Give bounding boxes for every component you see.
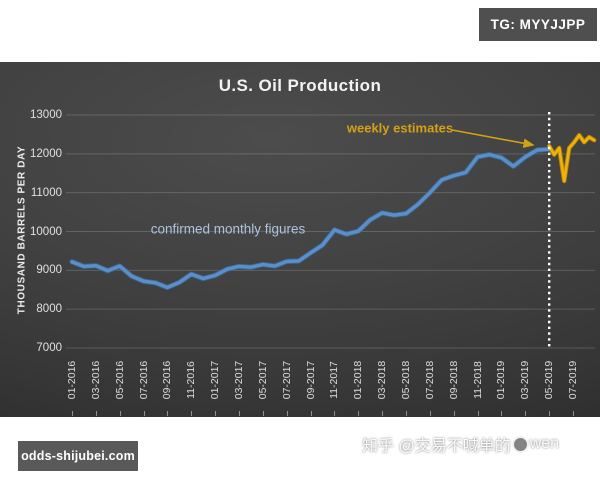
y-tick-label: 9000: [36, 264, 62, 277]
x-tick-label: 01-2016: [66, 360, 78, 400]
x-axis-tick: [262, 411, 264, 416]
site-badge: odds-shijubei.com: [18, 441, 138, 471]
zhihu-watermark-text: 知乎 @交易不喊单的: [362, 438, 511, 455]
x-axis-tick: [191, 411, 193, 416]
x-tick-label: 05-2016: [113, 360, 126, 400]
x-axis-tick: [406, 411, 408, 416]
x-tick-label: 03-2018: [376, 360, 389, 400]
x-tick-label: 07-2017: [280, 360, 293, 400]
x-tick-label: 09-2018: [447, 360, 460, 400]
x-tick-label: 03-2017: [233, 360, 246, 400]
x-tick-label: 01-2018: [352, 360, 365, 400]
x-axis-tick: [477, 411, 479, 416]
telegram-badge: TG: MYYJJPP: [479, 8, 597, 41]
zhihu-avatar-icon: [511, 435, 529, 453]
x-axis-tick: [72, 411, 73, 416]
x-tick-label: 03-2019: [519, 360, 532, 400]
x-axis-tick: [119, 411, 121, 416]
y-tick-label: 7000: [36, 342, 62, 354]
zhihu-watermark: 知乎 @交易不喊单的 wen: [362, 432, 559, 456]
x-axis-tick: [573, 411, 575, 416]
x-tick-label: 11-2018: [471, 361, 484, 399]
x-tick-label: 09-2016: [161, 360, 174, 400]
x-tick-label: 11-2017: [328, 361, 341, 399]
x-tick-label: 05-2019: [543, 360, 556, 400]
x-axis-tick: [501, 411, 503, 416]
oil-production-chart: U.S. Oil Production THOUSAND BARRELS PER…: [0, 62, 600, 455]
y-tick-label: 8000: [36, 303, 62, 316]
x-axis-tick: [525, 411, 527, 416]
x-axis-tick: [239, 411, 241, 416]
y-tick-label: 10000: [30, 225, 62, 238]
x-axis-tick: [429, 411, 431, 416]
x-axis-tick: [382, 411, 384, 416]
x-axis-tick: [286, 411, 288, 416]
x-axis-tick: [358, 411, 360, 416]
x-axis-tick: [143, 411, 145, 416]
x-axis-tick: [95, 411, 97, 416]
x-axis-tick: [310, 411, 312, 416]
y-tick-label: 12000: [30, 147, 62, 160]
x-tick-label: 07-2016: [137, 360, 150, 400]
x-axis-tick: [167, 411, 169, 416]
zhihu-watermark-suffix: wen: [529, 435, 560, 452]
x-tick-label: 11-2016: [185, 361, 198, 399]
x-tick-label: 05-2017: [256, 360, 269, 400]
x-tick-label: 01-2019: [495, 360, 508, 400]
weekly-estimates-label: weekly estimates: [346, 120, 454, 136]
y-tick-label: 11000: [30, 186, 62, 199]
plot-svg: [66, 112, 597, 349]
x-tick-label: 05-2018: [400, 360, 413, 400]
x-tick-label: 03-2016: [89, 360, 102, 400]
x-axis-tick: [453, 411, 455, 416]
x-axis-tick: [334, 411, 336, 416]
x-tick-label: 07-2018: [423, 360, 436, 400]
x-axis-tick: [549, 411, 551, 416]
confirmed-monthly-label: confirmed monthly figures: [150, 221, 306, 237]
x-tick-label: 09-2017: [304, 360, 317, 400]
x-axis-tick: [215, 411, 217, 416]
chart-title: U.S. Oil Production: [218, 76, 382, 95]
x-tick-label: 07-2019: [567, 360, 580, 400]
x-tick-label: 01-2017: [209, 360, 222, 400]
y-tick-label: 13000: [30, 109, 62, 121]
